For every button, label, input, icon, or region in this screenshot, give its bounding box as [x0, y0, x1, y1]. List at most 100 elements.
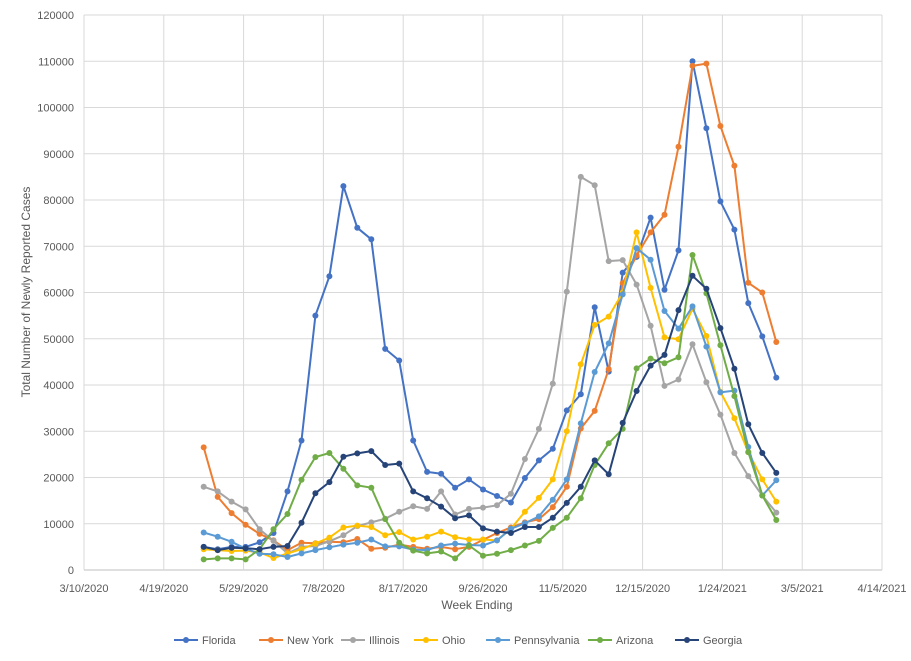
- series-line: [203, 254, 778, 561]
- data-point: [256, 546, 263, 553]
- data-point: [521, 524, 528, 530]
- data-point: [619, 419, 626, 426]
- data-point: [340, 183, 347, 190]
- data-point: [577, 361, 584, 368]
- data-point: [745, 279, 752, 286]
- data-point: [633, 281, 640, 288]
- data-point: [382, 516, 389, 523]
- y-tick-label: 80000: [43, 195, 74, 207]
- legend-item: Arizona: [588, 635, 654, 647]
- data-point: [689, 272, 696, 279]
- data-point: [605, 340, 612, 347]
- data-point: [549, 380, 556, 387]
- x-tick-label: 8/17/2020: [379, 583, 428, 595]
- data-point: [368, 519, 375, 526]
- data-point: [354, 539, 361, 546]
- data-point: [717, 411, 724, 418]
- data-point: [549, 496, 556, 503]
- data-point: [326, 544, 333, 551]
- data-point: [354, 482, 361, 489]
- data-point: [396, 460, 403, 467]
- data-point: [605, 440, 612, 447]
- series-florida: [200, 58, 780, 553]
- data-point: [773, 339, 780, 345]
- y-tick-labels: 0 10000 20000 30000 40000 50000 60000 70000 8000…: [37, 10, 74, 577]
- data-point: [535, 537, 542, 544]
- data-point: [214, 533, 221, 540]
- data-point: [535, 494, 542, 501]
- data-point: [438, 528, 445, 535]
- legend-item: Pennsylvania: [486, 635, 580, 647]
- data-point: [494, 550, 500, 557]
- data-point: [228, 510, 235, 517]
- y-tick-label: 70000: [43, 241, 74, 253]
- data-point: [256, 530, 263, 537]
- data-point: [396, 529, 403, 536]
- data-point: [256, 526, 263, 533]
- data-point: [270, 551, 277, 558]
- data-point: [298, 519, 305, 526]
- x-tick-label: 5/29/2020: [219, 583, 268, 595]
- data-point: [745, 421, 752, 428]
- data-point: [703, 125, 710, 132]
- data-point: [773, 469, 780, 476]
- data-point: [228, 544, 235, 551]
- data-point: [619, 291, 626, 298]
- y-tick-label: 90000: [43, 149, 74, 161]
- data-point: [647, 214, 654, 221]
- data-point: [368, 236, 375, 243]
- data-point: [340, 524, 347, 531]
- data-point: [354, 450, 361, 457]
- data-point: [563, 288, 570, 295]
- legend-item: Georgia: [675, 635, 743, 647]
- data-point: [256, 539, 263, 546]
- data-point: [703, 343, 710, 350]
- series-lines: [200, 58, 780, 563]
- data-point: [214, 547, 221, 554]
- legend-label: Georgia: [703, 635, 743, 647]
- data-point: [228, 498, 235, 505]
- x-tick-labels: 3/10/2020 4/19/2020 5/29/2020 7/8/2020 8/17/…: [60, 583, 907, 595]
- data-point: [605, 471, 612, 478]
- series-arizona: [200, 252, 780, 563]
- data-point: [675, 376, 682, 383]
- data-point: [396, 357, 403, 364]
- data-point: [438, 548, 445, 555]
- data-point: [661, 382, 668, 389]
- data-point: [326, 273, 333, 280]
- data-point: [480, 536, 486, 543]
- data-point: [368, 524, 375, 530]
- data-point: [591, 304, 598, 311]
- x-tick-label: 7/8/2020: [302, 583, 345, 595]
- data-point: [773, 498, 780, 505]
- gridlines: [83, 14, 883, 571]
- data-point: [717, 198, 724, 205]
- data-point: [633, 365, 640, 372]
- data-point: [340, 453, 347, 460]
- data-point: [647, 362, 654, 369]
- data-point: [284, 543, 291, 549]
- data-point: [647, 284, 654, 291]
- series-line: [203, 274, 778, 552]
- x-tick-label: 1/24/2021: [698, 583, 747, 595]
- y-tick-label: 10000: [43, 519, 74, 531]
- data-point: [200, 543, 207, 550]
- data-point: [549, 524, 556, 531]
- data-point: [298, 437, 305, 444]
- data-point: [438, 503, 445, 510]
- data-point: [731, 415, 738, 422]
- data-point: [312, 454, 319, 461]
- data-point: [424, 533, 431, 540]
- data-point: [591, 321, 598, 328]
- data-point: [773, 517, 780, 523]
- data-point: [521, 542, 528, 549]
- data-point: [535, 425, 542, 432]
- y-tick-label: 120000: [37, 10, 74, 22]
- data-point: [410, 536, 417, 543]
- data-point: [675, 307, 682, 314]
- data-point: [759, 289, 766, 296]
- data-point: [731, 162, 738, 169]
- x-tick-label: 11/5/2020: [539, 583, 587, 595]
- data-point: [675, 143, 682, 150]
- data-point: [605, 313, 612, 320]
